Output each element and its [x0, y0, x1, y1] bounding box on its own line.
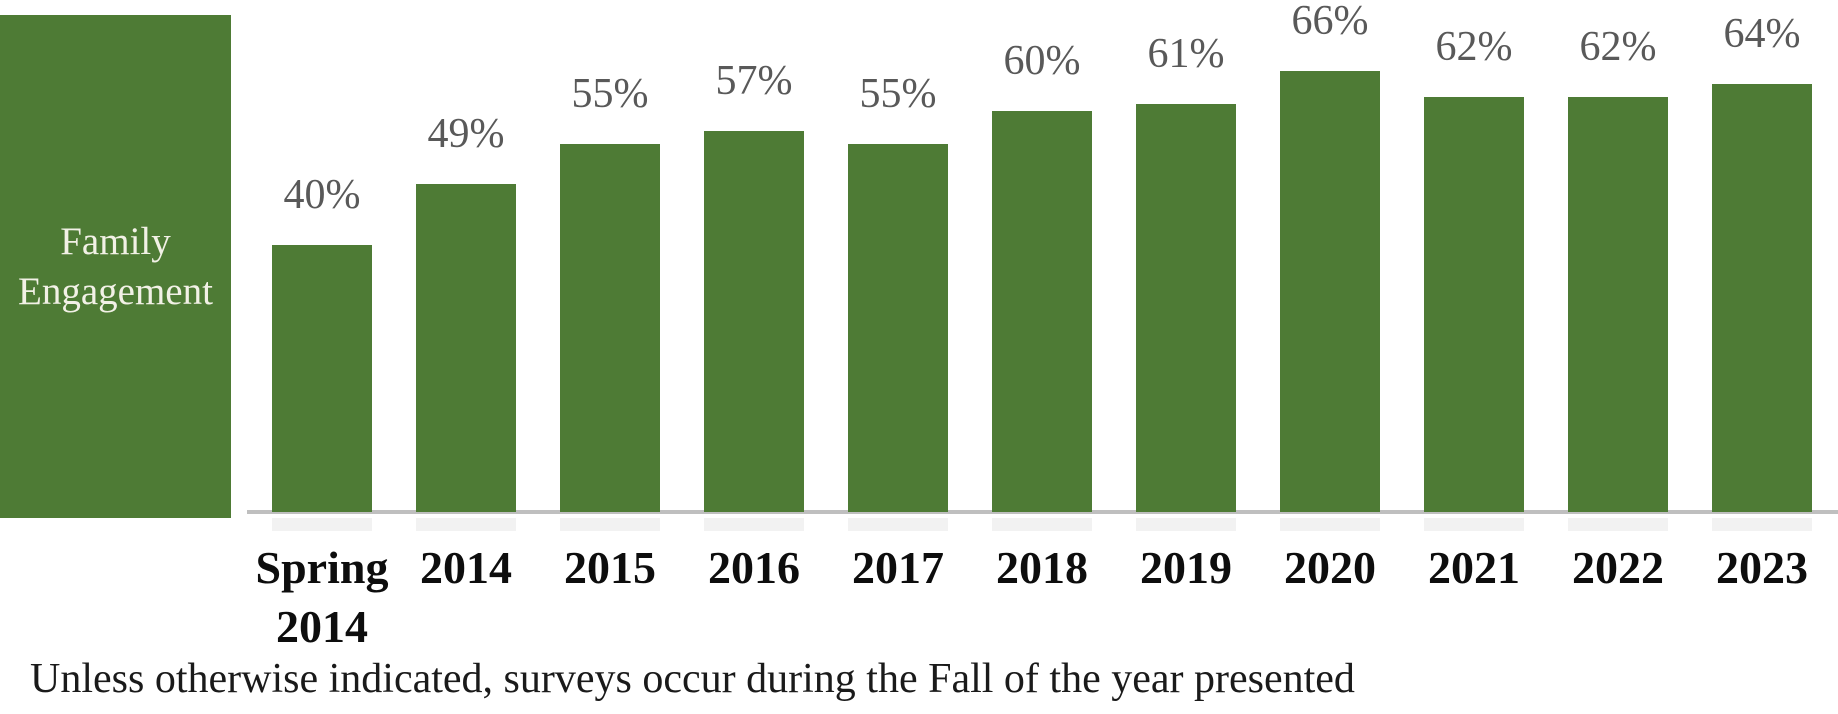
bar-value-label: 55% [859, 71, 937, 117]
x-axis-label: 2015 [564, 542, 656, 593]
bar-value-label: 62% [1579, 24, 1657, 70]
x-axis-label: 2019 [1140, 542, 1232, 593]
bar-value-label: 66% [1291, 0, 1369, 44]
axis-shadow-strip [416, 518, 516, 531]
x-axis-label: 2023 [1716, 542, 1808, 593]
bar-2018 [992, 111, 1092, 512]
bar-value-label: 57% [715, 58, 793, 104]
bar-value-label: 62% [1435, 24, 1513, 70]
axis-shadow-strip [1568, 518, 1668, 531]
axis-shadow-strip [1712, 518, 1812, 531]
axis-shadow-strip [1280, 518, 1380, 531]
bar-2015 [560, 144, 660, 512]
bar-2023 [1712, 84, 1812, 512]
bar-2019 [1136, 104, 1236, 512]
bar-2017 [848, 144, 948, 512]
bar-value-label: 60% [1003, 38, 1081, 84]
x-axis-label: 2021 [1428, 542, 1520, 593]
x-axis-label: 2018 [996, 542, 1088, 593]
bar-value-label: 55% [571, 71, 649, 117]
axis-shadow-strip [704, 518, 804, 531]
axis-shadow-strip [992, 518, 1092, 531]
bar-2022 [1568, 97, 1668, 512]
bar-2016 [704, 131, 804, 512]
x-axis-baseline [247, 510, 1838, 514]
series-title-block: Family Engagement [0, 15, 231, 518]
x-axis-label: 2020 [1284, 542, 1376, 593]
axis-shadow-strip [560, 518, 660, 531]
axis-shadow-strip [1424, 518, 1524, 531]
axis-shadow-strip [272, 518, 372, 531]
bar-spring-2014 [272, 245, 372, 512]
axis-shadow-strip [848, 518, 948, 531]
x-axis-label: 2022 [1572, 542, 1664, 593]
bar-value-label: 49% [427, 111, 505, 157]
chart-footnote: Unless otherwise indicated, surveys occu… [30, 656, 1355, 702]
bar-value-label: 40% [283, 172, 361, 218]
axis-shadow-strip [1136, 518, 1236, 531]
series-title: Family Engagement [18, 219, 213, 313]
x-axis-label: 2016 [708, 542, 800, 593]
bar-value-label: 61% [1147, 31, 1225, 77]
bar-2020 [1280, 71, 1380, 512]
bar-2014 [416, 184, 516, 512]
bar-value-label: 64% [1723, 11, 1801, 57]
bar-2021 [1424, 97, 1524, 512]
x-axis-label: 2014 [420, 542, 512, 593]
x-axis-label: Spring 2014 [255, 542, 389, 652]
x-axis-label: 2017 [852, 542, 944, 593]
